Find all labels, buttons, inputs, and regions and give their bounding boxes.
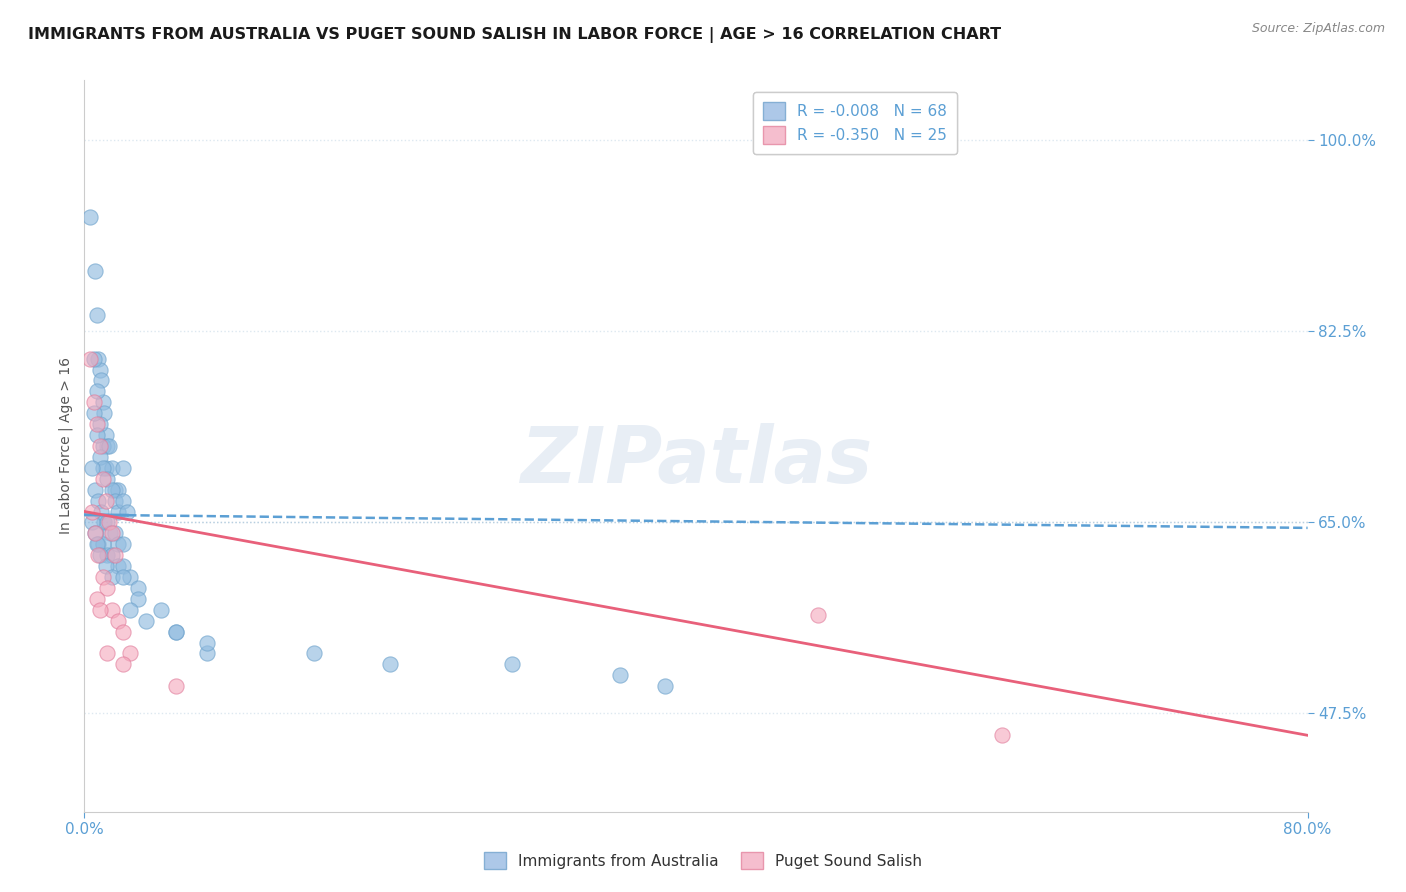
Point bbox=[195, 635, 218, 649]
Point bbox=[165, 624, 187, 639]
Point bbox=[83, 406, 105, 420]
Point bbox=[97, 439, 120, 453]
Point bbox=[83, 351, 105, 366]
Point bbox=[609, 668, 631, 682]
Point bbox=[86, 417, 108, 432]
Point bbox=[93, 516, 115, 530]
Point bbox=[107, 537, 129, 551]
Point bbox=[654, 679, 676, 693]
Point bbox=[80, 516, 103, 530]
Point bbox=[120, 647, 142, 661]
Point bbox=[90, 504, 112, 518]
Legend: R = -0.008   N = 68, R = -0.350   N = 25: R = -0.008 N = 68, R = -0.350 N = 25 bbox=[752, 92, 957, 154]
Point bbox=[91, 439, 114, 453]
Point bbox=[104, 483, 127, 497]
Point bbox=[80, 460, 103, 475]
Point bbox=[101, 483, 124, 497]
Point bbox=[104, 493, 127, 508]
Point bbox=[111, 570, 134, 584]
Point bbox=[104, 526, 127, 541]
Point bbox=[89, 439, 111, 453]
Point bbox=[84, 526, 107, 541]
Point bbox=[94, 559, 117, 574]
Point bbox=[79, 210, 101, 224]
Point bbox=[96, 548, 118, 562]
Point bbox=[96, 581, 118, 595]
Point bbox=[149, 603, 172, 617]
Point bbox=[86, 384, 108, 399]
Point bbox=[80, 504, 103, 518]
Point bbox=[94, 460, 117, 475]
Point bbox=[165, 624, 187, 639]
Point bbox=[135, 614, 157, 628]
Point bbox=[86, 591, 108, 606]
Point bbox=[96, 472, 118, 486]
Point bbox=[111, 493, 134, 508]
Point bbox=[86, 428, 108, 442]
Point bbox=[107, 483, 129, 497]
Point bbox=[96, 647, 118, 661]
Point bbox=[86, 308, 108, 322]
Point bbox=[807, 608, 830, 623]
Point bbox=[101, 548, 124, 562]
Point bbox=[104, 548, 127, 562]
Point bbox=[87, 351, 110, 366]
Point bbox=[96, 439, 118, 453]
Point bbox=[107, 559, 129, 574]
Point bbox=[84, 526, 107, 541]
Point bbox=[120, 603, 142, 617]
Point bbox=[84, 483, 107, 497]
Point bbox=[97, 516, 120, 530]
Point bbox=[101, 603, 124, 617]
Point bbox=[89, 417, 111, 432]
Point bbox=[111, 657, 134, 672]
Point bbox=[165, 679, 187, 693]
Point bbox=[991, 728, 1014, 742]
Point bbox=[79, 351, 101, 366]
Point bbox=[111, 559, 134, 574]
Point bbox=[120, 570, 142, 584]
Point bbox=[94, 493, 117, 508]
Point bbox=[91, 460, 114, 475]
Point bbox=[111, 537, 134, 551]
Point bbox=[93, 406, 115, 420]
Point bbox=[98, 526, 121, 541]
Point bbox=[127, 581, 149, 595]
Point bbox=[91, 570, 114, 584]
Point bbox=[107, 614, 129, 628]
Point bbox=[94, 428, 117, 442]
Point bbox=[111, 460, 134, 475]
Text: Source: ZipAtlas.com: Source: ZipAtlas.com bbox=[1251, 22, 1385, 36]
Point bbox=[91, 472, 114, 486]
Point bbox=[115, 504, 138, 518]
Point bbox=[380, 657, 402, 672]
Point bbox=[83, 395, 105, 409]
Point bbox=[87, 493, 110, 508]
Point bbox=[91, 395, 114, 409]
Point bbox=[89, 548, 111, 562]
Point bbox=[89, 603, 111, 617]
Y-axis label: In Labor Force | Age > 16: In Labor Force | Age > 16 bbox=[59, 358, 73, 534]
Point bbox=[101, 460, 124, 475]
Point bbox=[127, 591, 149, 606]
Point bbox=[195, 647, 218, 661]
Point bbox=[84, 264, 107, 278]
Point bbox=[86, 537, 108, 551]
Text: ZIPatlas: ZIPatlas bbox=[520, 423, 872, 499]
Point bbox=[111, 624, 134, 639]
Point bbox=[89, 450, 111, 464]
Point bbox=[101, 570, 124, 584]
Legend: Immigrants from Australia, Puget Sound Salish: Immigrants from Australia, Puget Sound S… bbox=[478, 846, 928, 875]
Point bbox=[502, 657, 524, 672]
Point bbox=[87, 548, 110, 562]
Point bbox=[101, 526, 124, 541]
Text: IMMIGRANTS FROM AUSTRALIA VS PUGET SOUND SALISH IN LABOR FORCE | AGE > 16 CORREL: IMMIGRANTS FROM AUSTRALIA VS PUGET SOUND… bbox=[28, 27, 1001, 43]
Point bbox=[302, 647, 325, 661]
Point bbox=[96, 516, 118, 530]
Point bbox=[90, 374, 112, 388]
Point bbox=[87, 537, 110, 551]
Point bbox=[107, 504, 129, 518]
Point bbox=[91, 537, 114, 551]
Point bbox=[89, 362, 111, 376]
